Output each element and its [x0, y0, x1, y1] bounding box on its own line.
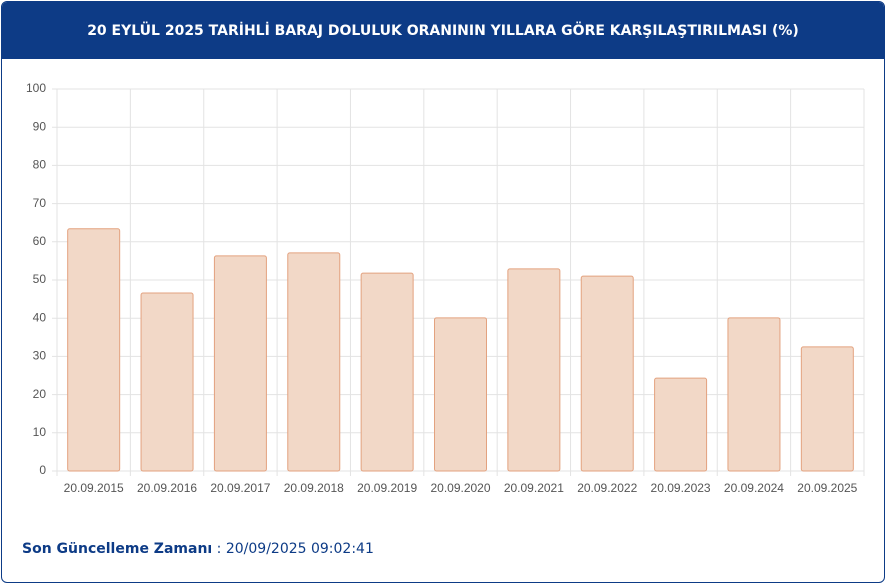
bar [213, 255, 267, 472]
y-tick-label: 90 [33, 119, 47, 133]
footer: Son Güncelleme Zamanı : 20/09/2025 09:02… [22, 541, 374, 557]
x-tick-label: 20.09.2017 [210, 481, 270, 495]
y-tick-label: 10 [33, 425, 47, 439]
x-tick-label: 20.09.2021 [504, 481, 564, 495]
footer-label: Son Güncelleme Zamanı [22, 541, 213, 557]
bar [727, 317, 781, 472]
x-tick-label: 20.09.2018 [284, 481, 344, 495]
y-tick-label: 60 [33, 234, 47, 248]
bar [67, 228, 121, 472]
bar [654, 377, 708, 472]
bar [800, 346, 854, 472]
bar [507, 268, 561, 472]
x-tick-label: 20.09.2020 [430, 481, 490, 495]
x-tick-label: 20.09.2019 [357, 481, 417, 495]
bar [580, 275, 634, 472]
x-tick-label: 20.09.2024 [724, 481, 784, 495]
bar [434, 317, 487, 472]
bar [287, 252, 341, 472]
y-tick-label: 70 [33, 196, 47, 210]
bar [140, 292, 194, 472]
y-tick-label: 30 [33, 349, 47, 363]
x-tick-label: 20.09.2015 [64, 481, 124, 495]
y-tick-label: 0 [39, 463, 46, 477]
x-tick-label: 20.09.2016 [137, 481, 197, 495]
footer-value: 20/09/2025 09:02:41 [225, 541, 374, 557]
x-tick-label: 20.09.2025 [797, 481, 857, 495]
y-tick-label: 20 [33, 387, 47, 401]
x-tick-label: 20.09.2023 [651, 481, 711, 495]
x-tick-label: 20.09.2022 [577, 481, 637, 495]
bar [360, 272, 414, 472]
y-tick-label: 50 [33, 272, 47, 286]
chart-title: 20 EYLÜL 2025 TARİHLİ BARAJ DOLULUK ORAN… [2, 2, 884, 59]
y-tick-label: 80 [33, 158, 47, 172]
y-tick-label: 40 [33, 310, 47, 324]
footer-separator: : [216, 541, 222, 557]
y-tick-label: 100 [26, 81, 46, 95]
